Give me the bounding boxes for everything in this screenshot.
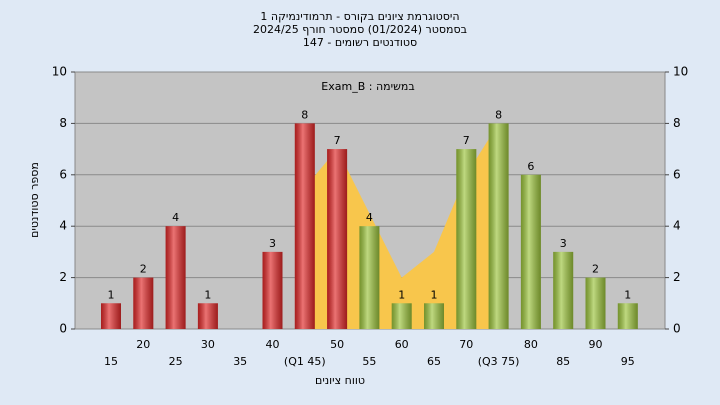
value-label: 1: [624, 288, 631, 301]
y2-tick-label: 2: [673, 270, 681, 284]
x-tick-label: (Q1 45): [284, 355, 326, 368]
distribution-area: [304, 123, 499, 330]
bar-shine: [456, 149, 477, 329]
x-tick-label: 95: [621, 355, 635, 368]
value-label: 7: [463, 134, 470, 147]
y2-tick-label: 6: [673, 167, 681, 181]
x-tick-label: 90: [589, 338, 603, 351]
annotation: Exam_B : במשימה: [321, 80, 414, 93]
bar-shine: [165, 226, 186, 329]
value-label: 6: [527, 160, 534, 173]
bar-shine: [585, 277, 606, 329]
x-tick-label: 35: [233, 355, 247, 368]
x-tick-label: 55: [362, 355, 376, 368]
y2-tick-label: 4: [673, 219, 681, 233]
x-tick-label: 85: [556, 355, 570, 368]
bar-shine: [101, 303, 121, 329]
y-tick-label: 0: [59, 322, 67, 336]
y-axis-label: מספר סטודנטים: [28, 162, 41, 238]
value-label: 2: [140, 263, 147, 276]
bar-shine: [327, 149, 348, 329]
x-axis-label: טווח ציונים: [315, 374, 365, 387]
y2-tick-label: 10: [673, 65, 688, 79]
x-tick-label: 25: [169, 355, 183, 368]
value-label: 4: [172, 211, 179, 224]
value-label: 1: [204, 288, 211, 301]
bar-shine: [359, 226, 380, 329]
y2-tick-label: 8: [673, 116, 681, 130]
value-label: 1: [431, 288, 438, 301]
x-tick-label: (Q3 75): [478, 355, 520, 368]
x-tick-label: 30: [201, 338, 215, 351]
bar-shine: [553, 251, 574, 329]
chart-subtitle: בסמסטר (01/2024) סמסטר חורף 2024/25: [253, 23, 467, 36]
value-label: 3: [269, 237, 276, 250]
chart-title: היסטוגרמת ציונים בקורס - תרמודינמיקה 1: [260, 10, 459, 23]
bar-shine: [294, 123, 315, 330]
value-label: 4: [366, 211, 373, 224]
bar-shine: [391, 303, 412, 329]
value-label: 7: [334, 134, 341, 147]
value-label: 8: [301, 108, 308, 121]
y-tick-label: 2: [59, 270, 67, 284]
x-tick-label: 65: [427, 355, 441, 368]
value-label: 8: [495, 108, 502, 121]
y-tick-label: 10: [52, 65, 67, 79]
bar-shine: [488, 123, 509, 330]
x-tick-label: 80: [524, 338, 538, 351]
bar-shine: [133, 277, 154, 329]
x-tick-label: 20: [136, 338, 150, 351]
value-label: 1: [108, 288, 115, 301]
y-tick-label: 8: [59, 116, 67, 130]
bar-shine: [197, 303, 218, 329]
x-tick-label: 70: [459, 338, 473, 351]
y-tick-label: 4: [59, 219, 67, 233]
y2-tick-label: 0: [673, 322, 681, 336]
x-tick-label: 60: [395, 338, 409, 351]
value-label: 1: [398, 288, 405, 301]
x-tick-label: 15: [104, 355, 118, 368]
x-tick-label: 50: [330, 338, 344, 351]
enrolled: 147 - סטודנטים רשומים: [303, 36, 417, 49]
bar-shine: [617, 303, 638, 329]
bar-shine: [262, 251, 283, 329]
value-label: 2: [592, 263, 599, 276]
value-label: 3: [560, 237, 567, 250]
bar-shine: [424, 303, 444, 329]
y-tick-label: 6: [59, 167, 67, 181]
bar-shine: [520, 174, 541, 329]
x-tick-label: 40: [266, 338, 280, 351]
